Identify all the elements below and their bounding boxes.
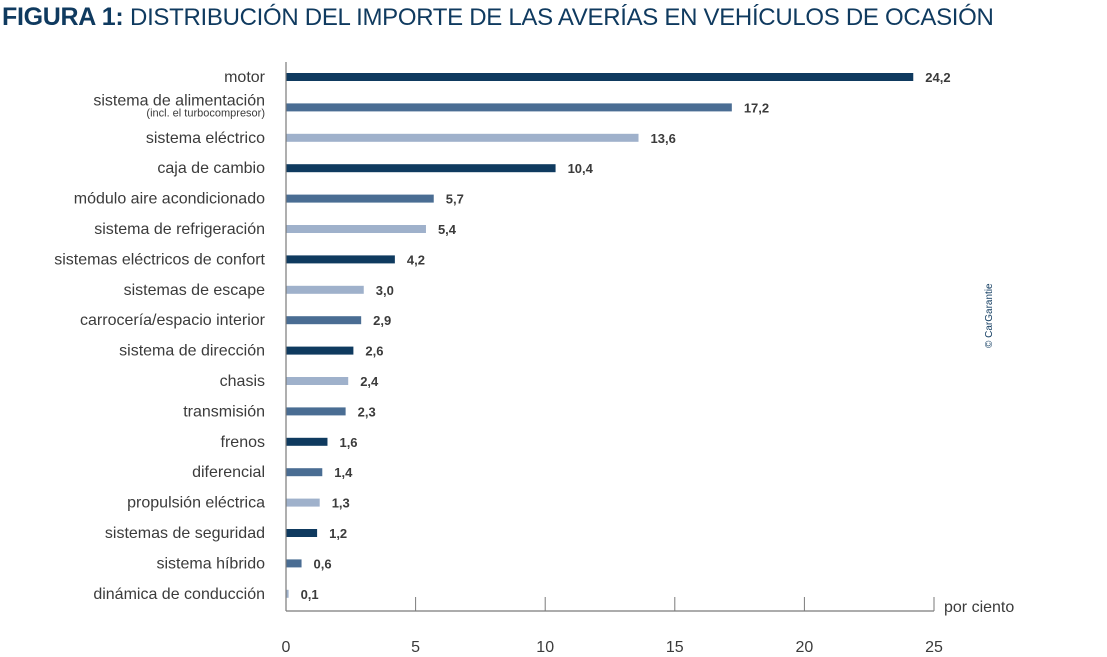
figure-number: FIGURA 1: bbox=[2, 3, 124, 31]
bar bbox=[286, 73, 914, 81]
category-label: sistema híbrido bbox=[157, 555, 266, 572]
bar bbox=[286, 346, 354, 355]
category-label: sistemas eléctricos de confort bbox=[54, 251, 265, 268]
figure-title-text: DISTRIBUCIÓN DEL IMPORTE DE LAS AVERÍAS … bbox=[130, 4, 994, 31]
data-label: 2,6 bbox=[365, 344, 383, 359]
x-tick-label: 0 bbox=[282, 639, 291, 656]
data-label: 10,4 bbox=[568, 161, 594, 176]
data-label: 1,2 bbox=[329, 526, 347, 541]
bar bbox=[286, 559, 302, 568]
bar bbox=[286, 133, 639, 142]
chart-title: FIGURA 1: DISTRIBUCIÓN DEL IMPORTE DE LA… bbox=[2, 0, 994, 34]
category-label: motor bbox=[224, 69, 266, 86]
category-label: sistema eléctrico bbox=[146, 130, 265, 147]
bar bbox=[286, 468, 323, 477]
data-label: 5,4 bbox=[438, 222, 457, 237]
x-tick-label: 5 bbox=[411, 639, 420, 656]
bar bbox=[286, 377, 349, 385]
category-label: diferencial bbox=[192, 464, 265, 481]
x-tick-label: 25 bbox=[925, 639, 943, 656]
bar bbox=[286, 407, 346, 416]
data-label: 1,4 bbox=[334, 465, 353, 480]
data-label: 24,2 bbox=[925, 70, 950, 85]
category-label: sistema de alimentación bbox=[93, 92, 265, 109]
x-tick-label: 20 bbox=[796, 639, 814, 656]
bar bbox=[286, 498, 320, 507]
data-label: 2,3 bbox=[358, 404, 376, 419]
category-label: propulsión eléctrica bbox=[127, 495, 265, 512]
category-label: módulo aire acondicionado bbox=[74, 191, 265, 208]
value-labels: 24,2 17,2 13,6 10,4 5,7 5,4 4,2 3,0 2,9 2,6 2,4 2,3… bbox=[301, 70, 951, 602]
category-sublabel: (incl. el turbocompresor) bbox=[146, 107, 265, 119]
bar bbox=[286, 529, 318, 537]
data-label: 1,6 bbox=[339, 435, 357, 450]
x-tick-label: 15 bbox=[666, 639, 684, 656]
bar bbox=[286, 285, 364, 294]
data-label: 13,6 bbox=[651, 131, 676, 146]
category-label: caja de cambio bbox=[157, 160, 265, 177]
category-label: transmisión bbox=[183, 403, 265, 420]
data-label: 5,7 bbox=[446, 192, 464, 207]
category-label: sistemas de escape bbox=[124, 282, 266, 299]
category-labels: motor sistema de alimentación(incl. el tu… bbox=[54, 69, 265, 603]
category-label: sistema de refrigeración bbox=[94, 221, 265, 238]
bar bbox=[286, 103, 732, 112]
bar bbox=[286, 437, 328, 446]
bar bbox=[286, 225, 426, 233]
data-label: 4,2 bbox=[407, 252, 425, 267]
category-label: sistemas de seguridad bbox=[105, 525, 265, 542]
bar bbox=[286, 316, 362, 325]
category-label: dinámica de conducción bbox=[93, 586, 265, 603]
x-axis-unit-label: por ciento bbox=[944, 599, 1014, 616]
bar bbox=[286, 255, 395, 264]
data-label: 0,6 bbox=[314, 556, 332, 571]
axes: 0 5 10 15 20 25 bbox=[282, 62, 943, 656]
category-label: chasis bbox=[220, 373, 265, 390]
data-label: 1,3 bbox=[332, 496, 350, 511]
data-label: 3,0 bbox=[376, 283, 394, 298]
category-label: carrocería/espacio interior bbox=[80, 312, 266, 329]
data-label: 17,2 bbox=[744, 100, 769, 115]
x-tick-label: 10 bbox=[536, 639, 554, 656]
category-label: sistema de dirección bbox=[119, 343, 265, 360]
category-label: frenos bbox=[221, 434, 265, 451]
bar bbox=[286, 589, 289, 598]
data-label: 2,9 bbox=[373, 313, 391, 328]
bar bbox=[286, 194, 434, 203]
data-label: 0,1 bbox=[301, 587, 319, 602]
bar bbox=[286, 164, 556, 173]
data-label: 2,4 bbox=[360, 374, 379, 389]
copyright-notice: © CarGarantie bbox=[984, 283, 995, 348]
bars-group bbox=[286, 73, 914, 598]
